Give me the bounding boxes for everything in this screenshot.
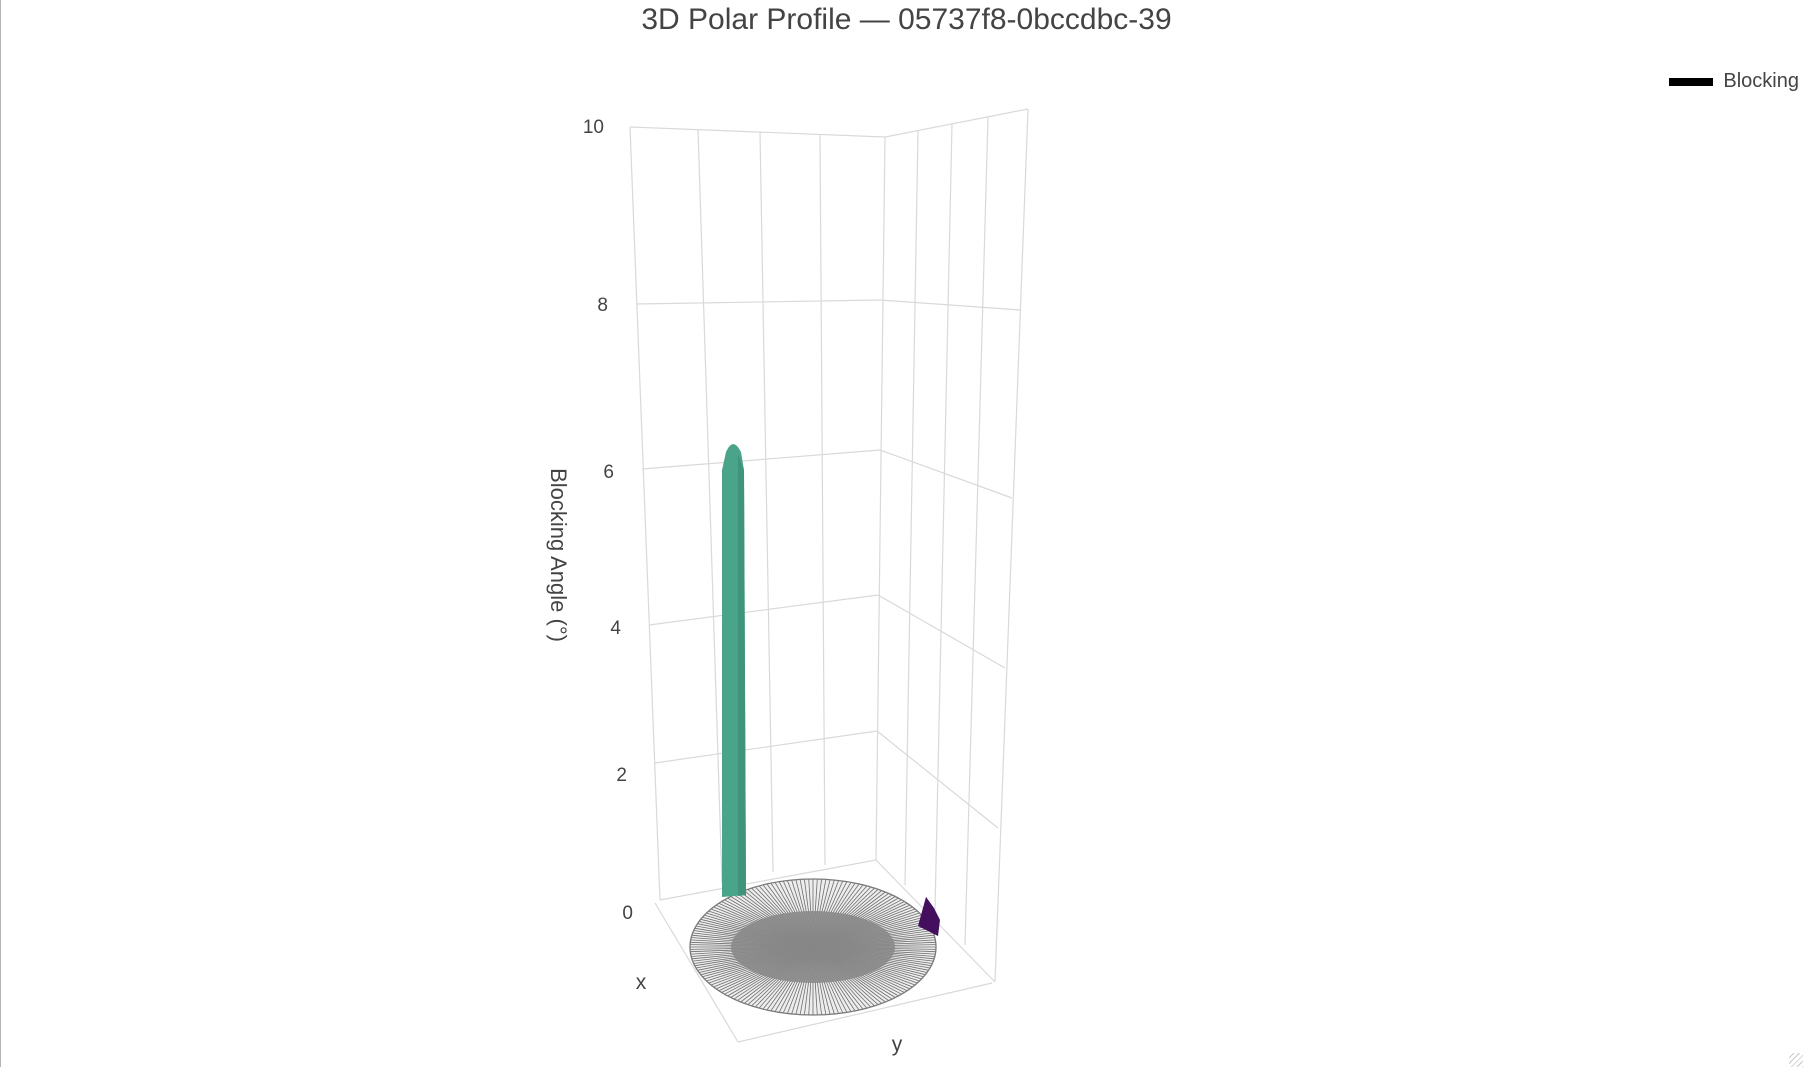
- z-tick-label: 2: [616, 765, 627, 786]
- window-left-border: [0, 0, 1, 1067]
- bar-blocking-tall-shade: [738, 454, 746, 896]
- z-axis-ticks: 10 8 6 4 2 0: [583, 117, 633, 924]
- chart-title: 3D Polar Profile — 05737f8-0bccdbc-39: [641, 3, 1172, 36]
- bars-layer: [722, 444, 940, 936]
- legend-label: Blocking: [1723, 70, 1799, 92]
- base-disk: [689, 878, 937, 1016]
- z-tick-label: 6: [603, 462, 614, 483]
- z-axis-title: Blocking Angle (°): [546, 468, 571, 642]
- z-tick-label: 4: [610, 618, 621, 639]
- legend-swatch: [1669, 77, 1714, 86]
- z-tick-label: 10: [583, 117, 604, 138]
- y-axis-title: y: [892, 1033, 903, 1056]
- z-tick-label: 0: [622, 903, 633, 924]
- bar-blocking-small[interactable]: [918, 896, 940, 936]
- x-axis-title: x: [636, 971, 647, 994]
- resize-grip[interactable]: [1789, 1053, 1803, 1067]
- legend-item-blocking[interactable]: Blocking: [1669, 70, 1799, 93]
- z-tick-label: 8: [597, 295, 608, 316]
- back-wall-grid: [629, 108, 1029, 1043]
